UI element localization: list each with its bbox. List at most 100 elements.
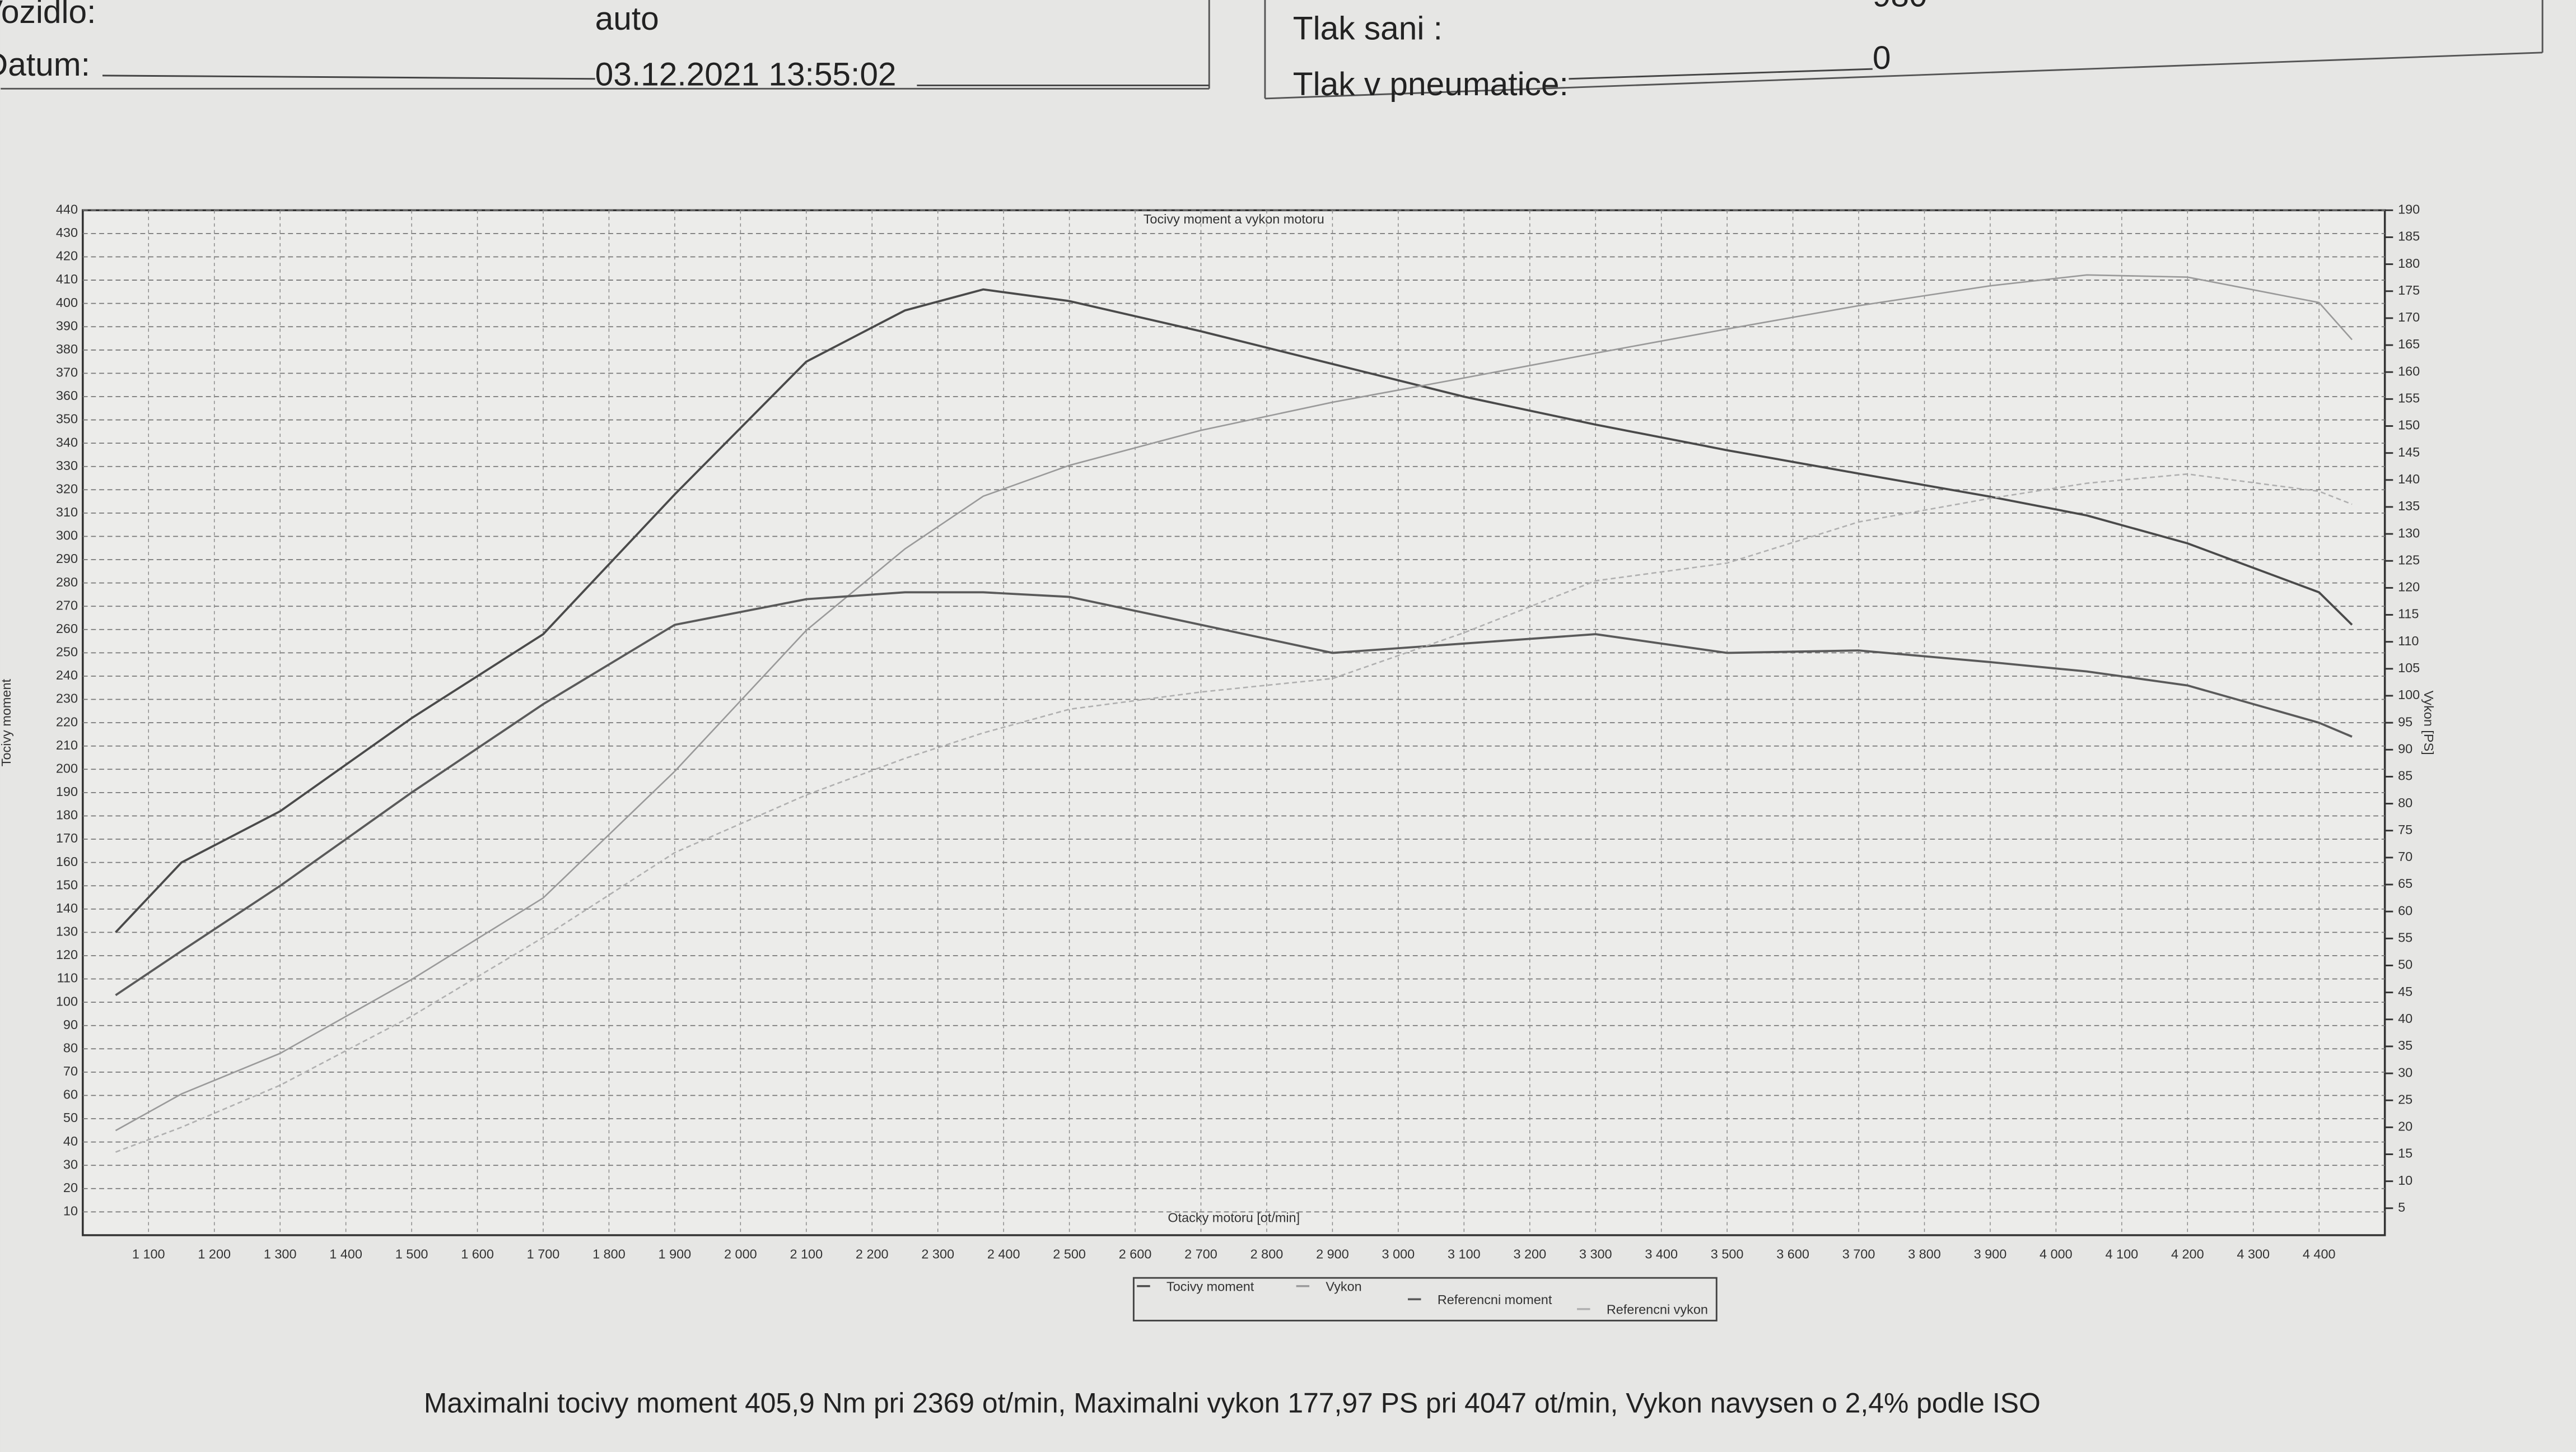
y2-tick-label: 170	[2398, 310, 2420, 324]
x-tick-label: 1 600	[461, 1246, 494, 1261]
series-line	[115, 591, 2353, 997]
y2-tick-label: 50	[2398, 957, 2412, 972]
y2-tick-label: 135	[2398, 499, 2420, 513]
y2-tick-label: 190	[2398, 202, 2420, 216]
y-tick-label: 210	[56, 738, 78, 752]
y-tick-label: 280	[56, 575, 78, 589]
y2-tick-label: 180	[2398, 256, 2420, 271]
legend-label: Tocivy moment	[1166, 1279, 1254, 1294]
y2-tick-label: 10	[2398, 1173, 2412, 1188]
y2-tick-label: 80	[2398, 795, 2412, 810]
x-tick-label: 2 500	[1053, 1246, 1086, 1261]
y2-tick-label: 155	[2398, 391, 2420, 406]
y2-tick-label: 140	[2398, 472, 2420, 486]
x-tick-label: 3 500	[1711, 1246, 1744, 1261]
underline	[1569, 68, 1873, 80]
x-axis-label: Otacky motoru [ot/min]	[1168, 1211, 1300, 1225]
y-tick-label: 110	[57, 971, 78, 985]
y-tick-label: 400	[56, 295, 78, 310]
y-tick-label: 350	[56, 412, 78, 426]
vehicle-value: auto	[595, 1, 659, 37]
legend-box	[1132, 1277, 1718, 1321]
y2-tick-label: 85	[2398, 769, 2412, 783]
y-tick-label: 200	[56, 761, 78, 775]
x-tick-label: 1 400	[329, 1246, 362, 1261]
chart: Tocivy moment a vykon motoru 10 20 30 40 50 60…	[0, 202, 2436, 1261]
underline	[102, 75, 595, 80]
x-tick-label: 1 900	[659, 1246, 692, 1261]
y-tick-label: 440	[56, 202, 78, 216]
vehicle-label: Vozidlo:	[0, 0, 96, 30]
x-tick-label: 3 400	[1645, 1246, 1678, 1261]
footer: Maximalni tocivy moment 405,9 Nm pri 236…	[424, 1388, 2041, 1419]
y2-tick-label: 145	[2398, 445, 2420, 459]
date-value: 03.12.2021 13:55:02	[595, 56, 897, 92]
y-tick-label: 100	[56, 994, 78, 1008]
y2-tick-label: 130	[2398, 525, 2420, 540]
y2-tick-label: 55	[2398, 930, 2412, 945]
y-tick-label: 390	[56, 318, 78, 333]
x-tick-label: 4 000	[2040, 1246, 2073, 1261]
y-tick-label: 120	[56, 947, 78, 962]
x-tick-label: 2 900	[1316, 1246, 1349, 1261]
y-tick-label: 70	[63, 1064, 78, 1078]
date-label: Datum:	[0, 46, 90, 83]
y-tick-label: 10	[63, 1204, 78, 1218]
x-tick-label: 3 200	[1513, 1246, 1546, 1261]
x-tick-label: 1 700	[527, 1246, 560, 1261]
series-line	[115, 274, 2353, 1132]
y2-tick-label: 30	[2398, 1065, 2412, 1079]
y2-tick-label: 25	[2398, 1092, 2412, 1106]
y2-tick-label: 35	[2398, 1038, 2412, 1053]
x-tick-label: 4 100	[2106, 1246, 2139, 1261]
y2-tick-label: 105	[2398, 660, 2420, 675]
x-tick-label: 3 700	[1842, 1246, 1875, 1261]
x-tick-label: 3 100	[1448, 1246, 1481, 1261]
y2-tick-label: 95	[2398, 714, 2412, 729]
y-tick-label: 60	[63, 1087, 78, 1102]
x-tick-label: 3 900	[1974, 1246, 2007, 1261]
y-tick-label: 130	[56, 924, 78, 939]
x-tick-label: 3 300	[1579, 1246, 1612, 1261]
y-tick-label: 140	[56, 901, 78, 915]
y2-tick-label: 120	[2398, 580, 2420, 594]
x-tick-label: 3 600	[1776, 1246, 1809, 1261]
y-tick-label: 370	[56, 365, 78, 380]
y2-tick-label: 175	[2398, 283, 2420, 297]
y2-tick-label: 45	[2398, 984, 2412, 999]
x-tick-label: 1 200	[198, 1246, 231, 1261]
x-tick-label: 2 300	[921, 1246, 954, 1261]
x-tick-label: 3 800	[1908, 1246, 1941, 1261]
x-tick-label: 2 600	[1119, 1246, 1152, 1261]
series-line	[115, 473, 2353, 1153]
y-tick-label: 250	[56, 645, 78, 659]
x-tick-label: 2 200	[856, 1246, 889, 1261]
y2-tick-label: 15	[2398, 1146, 2412, 1161]
x-tick-label: 1 500	[395, 1246, 428, 1261]
x-tick-label: 2 800	[1250, 1246, 1284, 1261]
y-axis-label: Tocivy moment	[0, 679, 13, 767]
box-line	[1264, 52, 2543, 100]
y-tick-label: 230	[56, 691, 78, 706]
y-tick-label: 410	[56, 272, 78, 286]
y-tick-label: 40	[63, 1134, 78, 1148]
tire-label: Tlak v pneumatice:	[1293, 66, 1569, 103]
x-tick-label: 2 100	[790, 1246, 823, 1261]
tire-value: 0	[1873, 40, 1891, 76]
x-tick-label: 4 300	[2237, 1246, 2270, 1261]
y-tick-label: 90	[63, 1017, 78, 1032]
y2-tick-label: 65	[2398, 876, 2412, 891]
y-tick-label: 260	[56, 621, 78, 636]
y2-tick-label: 75	[2398, 822, 2412, 837]
x-tick-label: 4 200	[2171, 1246, 2204, 1261]
y2-tick-label: 70	[2398, 849, 2412, 864]
y-tick-label: 180	[56, 808, 78, 822]
y-tick-label: 290	[56, 551, 78, 566]
y2-tick-label: 110	[2398, 634, 2419, 648]
y-tick-label: 150	[56, 877, 78, 892]
y2-tick-label: 185	[2398, 229, 2420, 244]
y-tick-label: 310	[56, 505, 78, 519]
x-tick-label: 1 800	[592, 1246, 626, 1261]
y2-tick-label: 165	[2398, 337, 2420, 351]
